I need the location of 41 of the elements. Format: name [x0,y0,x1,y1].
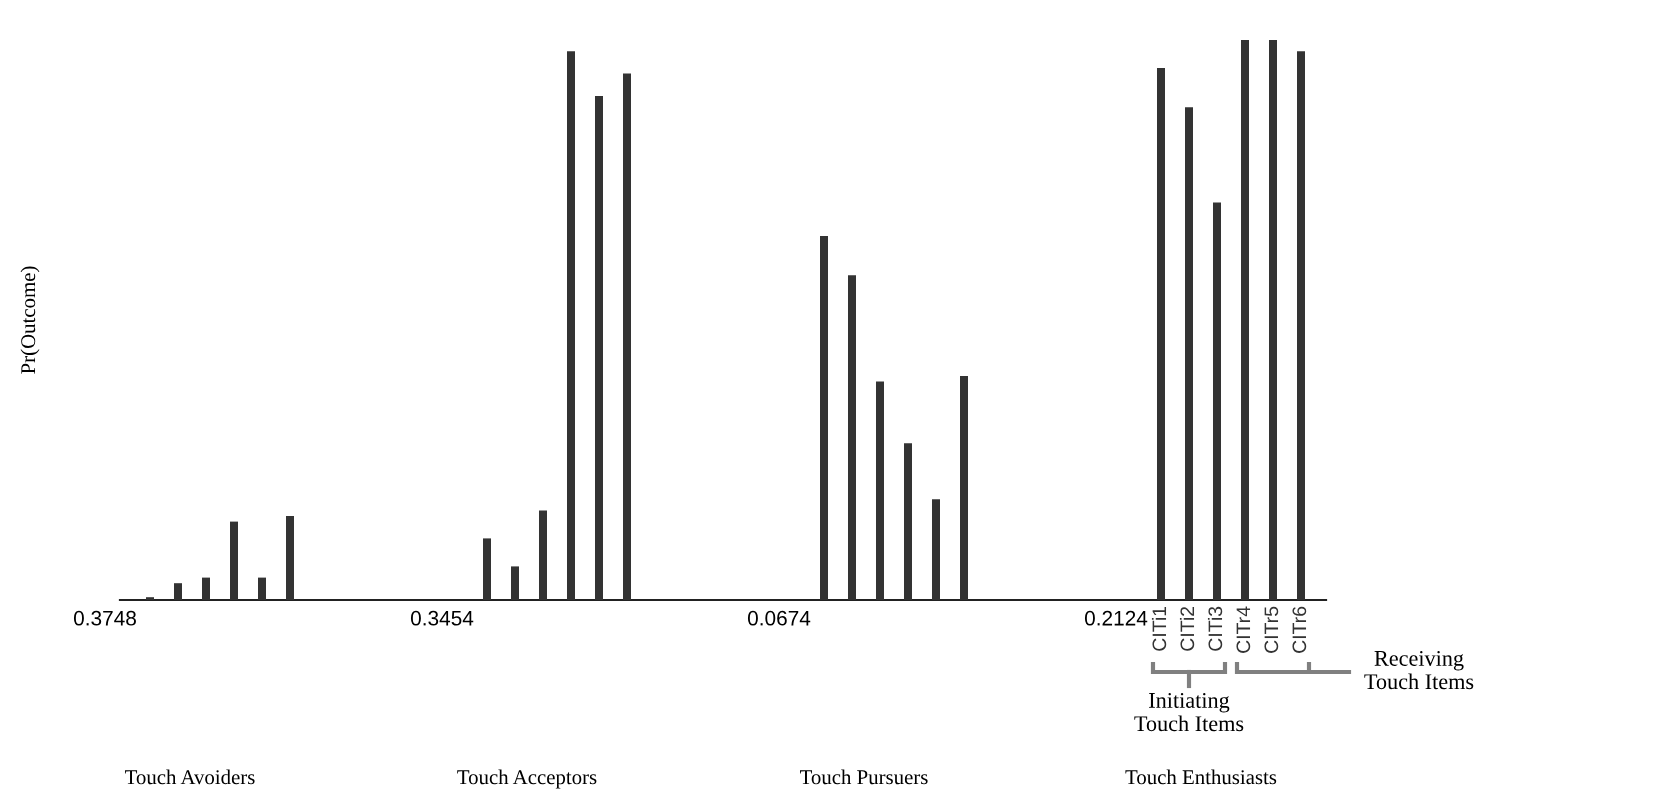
bar [539,510,547,600]
x-tick-label: Touch Pursuers [800,769,928,785]
text: 0.3748 [73,610,136,626]
text: CITi1 [1151,606,1167,651]
text: 0.2124 [1084,610,1148,626]
y-axis-title: Pr(Outcome) [20,266,40,374]
bar [286,516,294,600]
bar [1213,202,1221,600]
bar [623,73,631,600]
bar [146,597,154,600]
text: CITr6 [1292,606,1307,653]
bar [1185,107,1193,600]
text: 0.0674 [747,610,811,626]
bar [511,566,519,600]
bar [820,236,828,600]
bar [258,577,266,600]
bar [567,51,575,600]
text: 0.3454 [410,610,474,626]
bar [904,443,912,600]
bar [483,538,491,600]
text: Receiving Touch Items [1364,650,1474,690]
x-tick-label: Touch Acceptors [457,769,597,789]
x-tick-label: Touch Avoiders [125,769,255,785]
bar [174,583,182,600]
text: CITr5 [1264,606,1279,653]
bar [932,499,940,600]
bar [848,275,856,600]
bar [1297,51,1305,600]
bar [595,96,603,600]
bar [230,521,238,600]
bar [1241,40,1249,600]
bar [960,376,968,600]
text: CITr4 [1236,606,1251,653]
text: CITi3 [1207,606,1223,651]
bar [876,381,884,600]
bar [1269,40,1277,600]
x-tick-label: Touch Enthusiasts [1125,769,1277,785]
bar [1157,68,1165,600]
bar [202,577,210,600]
text: Initiating Touch Items [1134,692,1244,732]
text: CITi2 [1179,606,1195,651]
